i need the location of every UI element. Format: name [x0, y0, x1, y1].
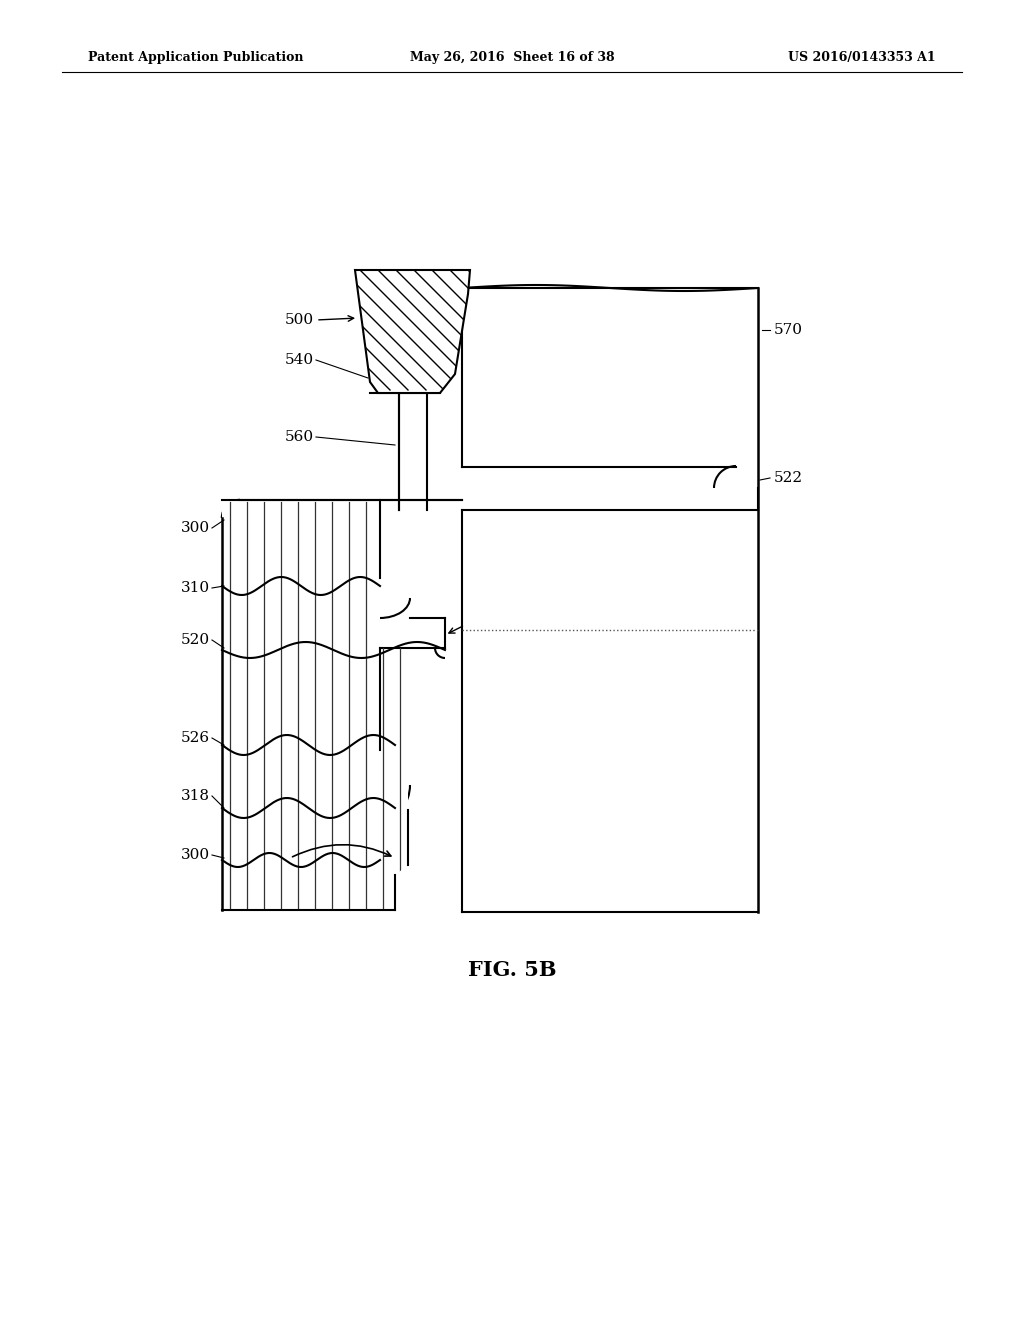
Text: US 2016/0143353 A1: US 2016/0143353 A1	[788, 51, 936, 65]
Polygon shape	[222, 500, 408, 909]
Text: 318: 318	[181, 789, 210, 803]
Text: 300: 300	[181, 521, 210, 535]
Polygon shape	[355, 271, 470, 393]
Text: 500: 500	[285, 313, 314, 327]
Text: Patent Application Publication: Patent Application Publication	[88, 51, 303, 65]
Text: 300: 300	[181, 847, 210, 862]
Text: 560: 560	[285, 430, 314, 444]
Text: 540: 540	[285, 352, 314, 367]
Text: 526: 526	[181, 731, 210, 744]
Text: 520: 520	[181, 634, 210, 647]
Text: 522: 522	[774, 471, 803, 484]
Text: May 26, 2016  Sheet 16 of 38: May 26, 2016 Sheet 16 of 38	[410, 51, 614, 65]
Text: FIG. 5B: FIG. 5B	[468, 960, 556, 979]
Text: 310: 310	[181, 581, 210, 595]
Text: 570: 570	[774, 323, 803, 337]
